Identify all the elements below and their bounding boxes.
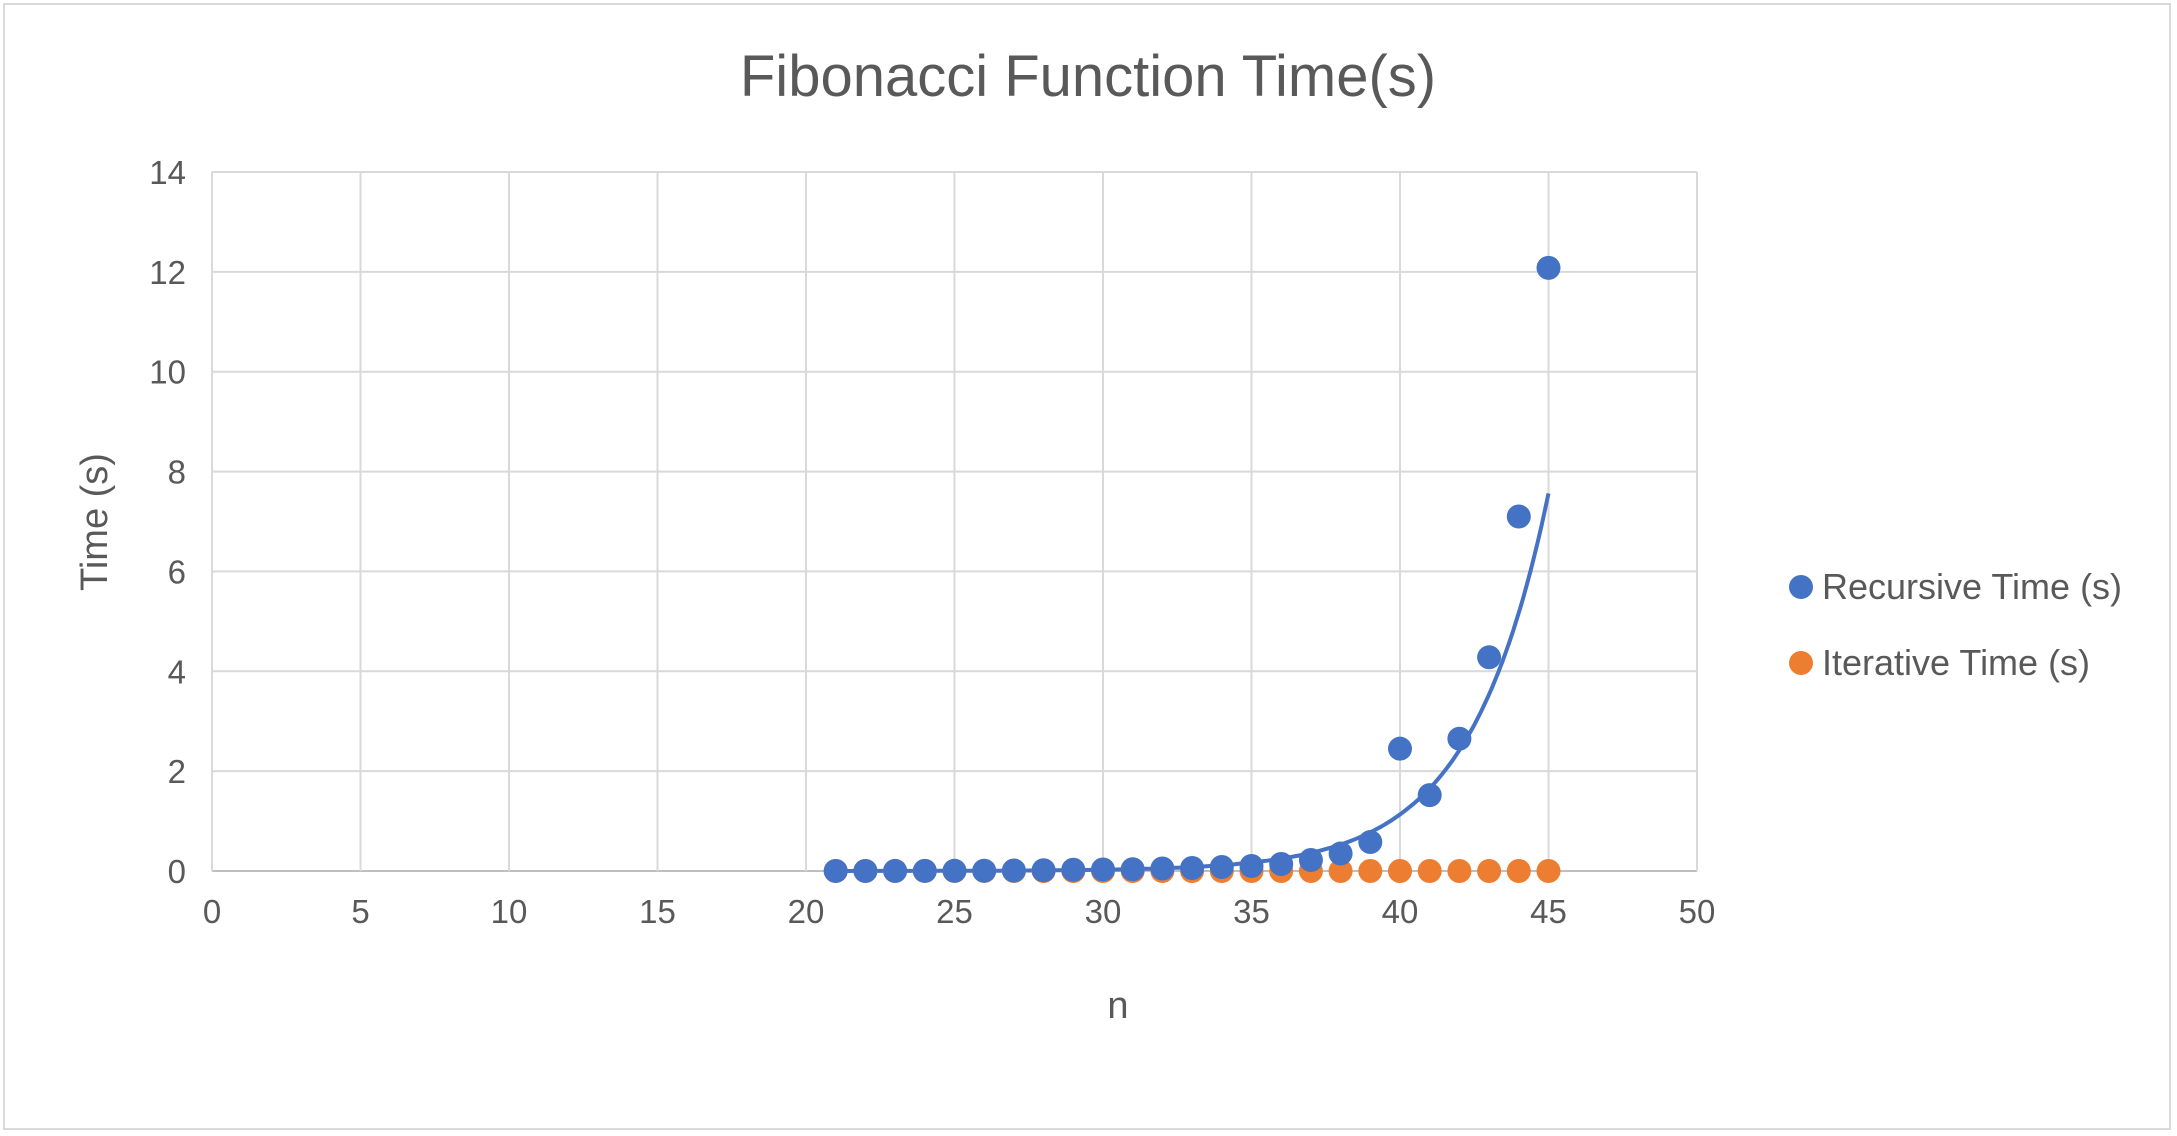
recursive-point xyxy=(1180,856,1205,881)
recursive-point xyxy=(1388,736,1412,761)
x-tick-label: 25 xyxy=(936,893,973,930)
recursive-point xyxy=(1269,852,1294,877)
chart-frame xyxy=(3,3,2171,1130)
y-axis-ticks: 0 2 4 6 8 10 12 14 xyxy=(149,154,186,890)
recursive-point xyxy=(883,858,908,883)
iterative-point xyxy=(1328,859,1353,883)
legend-marker-iterative xyxy=(1789,651,1813,675)
y-tick-label: 0 xyxy=(168,853,186,890)
y-tick-label: 14 xyxy=(149,154,186,191)
y-tick-label: 4 xyxy=(168,653,186,690)
x-tick-label: 30 xyxy=(1085,893,1122,930)
recursive-point xyxy=(1061,857,1086,882)
x-tick-label: 5 xyxy=(351,893,369,930)
recursive-point xyxy=(1358,830,1383,855)
recursive-point xyxy=(1536,255,1561,280)
x-tick-label: 50 xyxy=(1679,893,1716,930)
recursive-point xyxy=(972,858,997,883)
iterative-point xyxy=(1417,859,1442,883)
y-tick-label: 10 xyxy=(149,354,186,391)
recursive-point xyxy=(1031,858,1056,883)
iterative-point xyxy=(1506,859,1531,883)
x-axis-title: n xyxy=(1107,985,1128,1027)
trendline-layer xyxy=(835,492,1551,873)
recursive-point xyxy=(1417,783,1442,808)
legend: Recursive Time (s) Iterative Time (s) xyxy=(1789,566,2122,683)
iterative-point xyxy=(1447,859,1472,883)
recursive-point xyxy=(823,858,848,883)
recursive-point xyxy=(1477,645,1502,670)
recursive-point xyxy=(1209,855,1234,880)
recursive-point xyxy=(1506,504,1531,529)
x-tick-label: 15 xyxy=(639,893,676,930)
gridlines xyxy=(211,171,1698,872)
iterative-point xyxy=(1388,859,1412,883)
x-tick-label: 0 xyxy=(203,893,221,930)
x-axis-ticks: 0 5 10 15 20 25 30 35 40 45 50 xyxy=(203,893,1716,930)
recursive-point xyxy=(1328,841,1353,866)
data-points-layer xyxy=(823,255,1561,883)
recursive-point xyxy=(912,858,937,883)
y-tick-label: 12 xyxy=(149,254,186,291)
recursive-point xyxy=(1239,854,1264,879)
iterative-point xyxy=(1536,859,1561,883)
y-tick-label: 2 xyxy=(168,753,186,790)
x-tick-label: 40 xyxy=(1382,893,1419,930)
legend-label-recursive: Recursive Time (s) xyxy=(1822,566,2122,607)
y-tick-label: 8 xyxy=(168,454,186,491)
chart-title: Fibonacci Function Time(s) xyxy=(740,44,1436,109)
recursive-point xyxy=(1091,857,1115,882)
recursive-point xyxy=(1298,848,1323,873)
legend-label-iterative: Iterative Time (s) xyxy=(1822,642,2090,683)
legend-marker-recursive xyxy=(1789,575,1813,599)
recursive-point xyxy=(942,858,967,883)
recursive-point xyxy=(853,858,878,883)
iterative-point xyxy=(1477,859,1502,883)
iterative-point xyxy=(1358,859,1383,883)
x-tick-label: 10 xyxy=(491,893,528,930)
recursive-point xyxy=(1001,858,1026,883)
recursive-point xyxy=(1150,856,1175,881)
recursive-trendline xyxy=(835,492,1551,873)
y-tick-label: 6 xyxy=(168,553,186,590)
x-tick-label: 20 xyxy=(788,893,825,930)
y-axis-title: Time (s) xyxy=(74,453,116,591)
recursive-point xyxy=(1120,857,1145,882)
recursive-point xyxy=(1447,726,1472,751)
x-tick-label: 35 xyxy=(1233,893,1270,930)
x-tick-label: 45 xyxy=(1530,893,1567,930)
